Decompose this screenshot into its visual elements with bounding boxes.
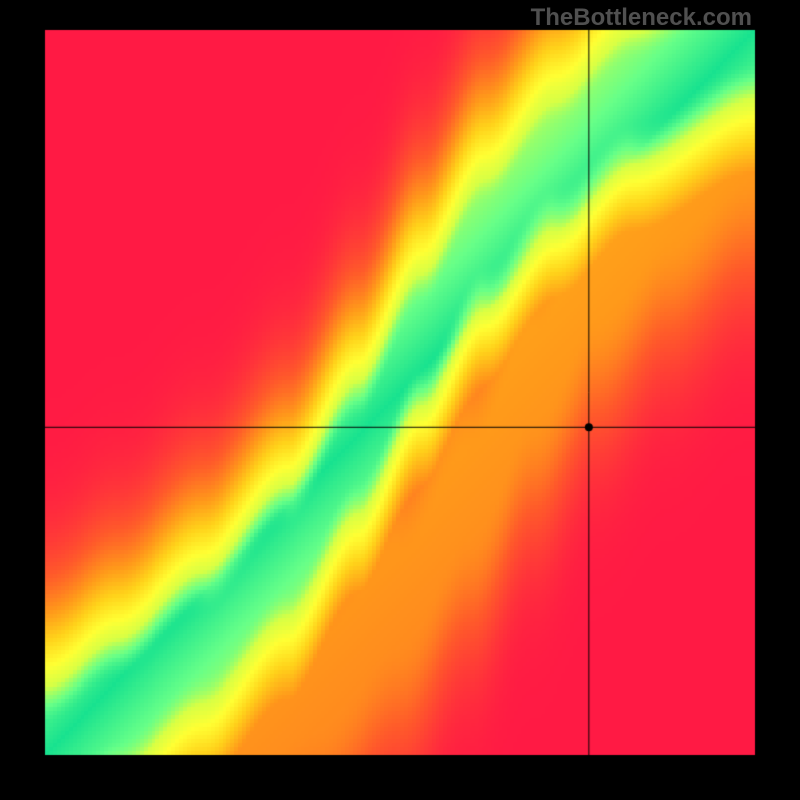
watermark-text: TheBottleneck.com bbox=[531, 4, 752, 32]
chart-container: TheBottleneck.com bbox=[0, 0, 800, 800]
heatmap-canvas bbox=[0, 0, 800, 800]
